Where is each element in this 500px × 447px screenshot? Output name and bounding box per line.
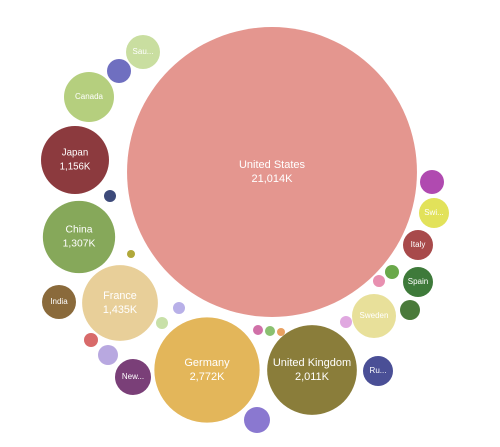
bubble [363,356,393,386]
value-label: 2,011K [295,371,330,383]
value-label: 1,156K [60,162,91,173]
bubble [385,265,399,279]
bubble [253,325,263,335]
bubble-label: China [66,225,93,236]
bubble [419,198,449,228]
bubble [267,325,357,415]
value-label: 21,014K [252,173,294,185]
bubble [127,27,417,317]
bubble-label: United States [239,159,306,171]
value-label: 1,307K [63,239,96,250]
bubble-label: Sweden [360,311,389,320]
bubble [42,200,116,274]
value-label: 1,435K [103,304,138,316]
bubble-label: Japan [62,148,88,159]
bubble [154,317,260,423]
bubble-label: Germany [184,357,230,369]
value-label: 2,772K [190,371,226,383]
bubble [107,59,131,83]
bubble [352,294,396,338]
bubble [156,317,168,329]
bubble [173,302,185,314]
bubble-label: New... [122,372,144,381]
bubble [403,230,433,260]
bubble-label: France [103,290,137,302]
bubble [127,250,135,258]
bubble-label: Canada [75,92,104,101]
bubble [82,265,158,341]
bubble-label: Italy [411,240,426,249]
bubble [403,267,433,297]
bubble [104,190,116,202]
bubble [41,126,109,194]
bubble [244,407,270,433]
bubble [420,170,444,194]
bubble-label: United Kingdom [273,357,351,369]
bubble-label: India [50,297,68,306]
bubble-label: Ru... [370,366,387,375]
bubble [277,328,285,336]
bubble [84,333,98,347]
bubble [373,275,385,287]
bubble [400,300,420,320]
bubble-label: Swi... [424,208,444,217]
bubble-label: Sau... [133,47,154,56]
bubble [115,359,151,395]
bubble-label: Spain [408,277,428,286]
bubble [126,35,160,69]
bubble [340,316,352,328]
bubble [265,326,275,336]
bubble [98,345,118,365]
bubble [42,285,76,319]
bubble [64,72,114,122]
